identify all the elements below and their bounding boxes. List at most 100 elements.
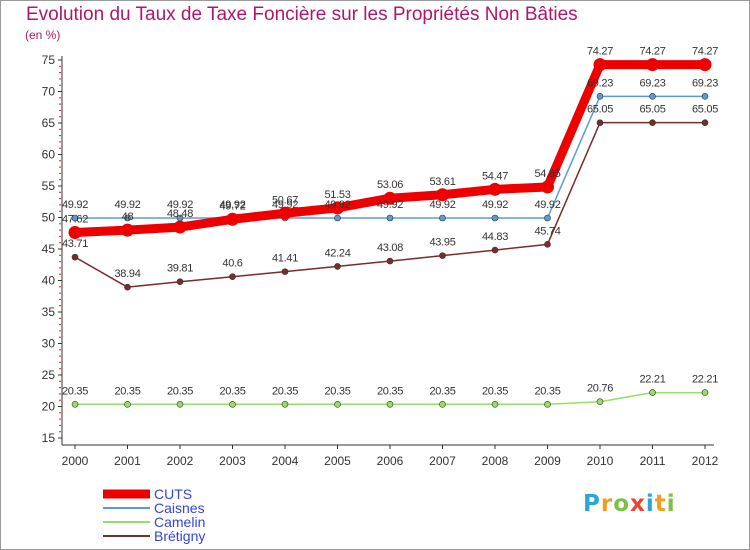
data-point xyxy=(436,188,449,202)
data-label: 65.05 xyxy=(587,104,613,116)
data-label: 49.92 xyxy=(114,199,140,211)
data-point xyxy=(488,182,502,196)
data-point xyxy=(646,58,659,72)
data-label: 74.27 xyxy=(692,46,718,58)
y-tick-label: 60 xyxy=(42,148,56,162)
data-label: 49.92 xyxy=(167,199,193,211)
logo-letter: x xyxy=(630,491,646,517)
data-label: 51.53 xyxy=(324,189,350,201)
x-tick-label: 2003 xyxy=(219,454,246,468)
data-point xyxy=(649,93,656,100)
y-tick-label: 15 xyxy=(42,431,56,445)
data-point xyxy=(281,268,289,275)
data-label: 50.67 xyxy=(272,194,298,206)
data-label: 53.61 xyxy=(429,176,455,188)
data-point xyxy=(698,58,712,72)
data-label: 40.6 xyxy=(222,258,242,270)
data-label: 20.35 xyxy=(62,385,88,397)
data-label: 45.74 xyxy=(534,225,560,237)
data-point xyxy=(71,214,79,222)
data-point xyxy=(229,273,236,281)
data-point xyxy=(229,400,236,408)
data-label: 20.35 xyxy=(482,385,508,397)
data-label: 20.35 xyxy=(377,385,403,397)
data-point xyxy=(544,241,551,248)
logo-letter: P xyxy=(583,491,601,517)
data-point xyxy=(334,214,341,222)
data-label: 49.92 xyxy=(324,199,350,211)
data-point xyxy=(701,389,709,396)
y-tick-label: 35 xyxy=(42,305,56,319)
data-point xyxy=(491,246,499,254)
data-point xyxy=(278,206,292,220)
data-label: 42.24 xyxy=(324,247,350,259)
x-tick-label: 2012 xyxy=(692,454,719,468)
data-point xyxy=(596,119,604,126)
y-tick-label: 65 xyxy=(42,116,56,130)
data-label: 49.92 xyxy=(534,199,560,211)
data-label: 43.95 xyxy=(429,237,455,249)
x-tick-label: 2011 xyxy=(640,454,666,468)
data-label: 49.92 xyxy=(272,199,298,211)
data-label: 65.05 xyxy=(692,104,718,116)
data-point xyxy=(331,201,344,215)
data-point xyxy=(544,400,551,408)
data-label: 49.92 xyxy=(219,199,245,211)
proxiti-logo: Proxiti xyxy=(583,491,676,517)
y-tick-label: 30 xyxy=(42,337,56,351)
data-label: 43.08 xyxy=(377,242,403,254)
chart-title: Evolution du Taux de Taxe Foncière sur l… xyxy=(26,4,578,25)
data-label: 43.71 xyxy=(62,238,88,250)
logo-letter: t xyxy=(654,491,667,517)
data-point xyxy=(71,400,79,408)
data-point xyxy=(649,389,656,396)
data-point xyxy=(124,214,131,222)
data-label: 54.85 xyxy=(534,168,560,180)
y-tick-label: 40 xyxy=(42,274,56,288)
data-label: 47.62 xyxy=(62,213,88,225)
logo-letter: i xyxy=(645,491,655,517)
data-label: 49.92 xyxy=(62,199,88,211)
data-point xyxy=(121,223,134,237)
y-tick-label: 70 xyxy=(42,85,56,99)
data-label: 48 xyxy=(122,211,134,223)
data-label: 49.72 xyxy=(219,200,245,212)
data-point xyxy=(593,58,607,72)
data-point xyxy=(596,398,604,406)
y-tick-label: 50 xyxy=(42,211,56,225)
data-point xyxy=(386,400,394,408)
data-point xyxy=(383,191,397,205)
legend-label: CUTS xyxy=(154,486,192,502)
data-point xyxy=(439,400,446,408)
legend-label: Caisnes xyxy=(154,500,205,516)
legend-label: Camelin xyxy=(154,514,205,530)
y-tick-label: 25 xyxy=(42,368,56,382)
data-label: 49.92 xyxy=(377,199,403,211)
x-tick-label: 2007 xyxy=(429,454,456,468)
data-point xyxy=(334,400,341,408)
data-point xyxy=(176,400,184,408)
data-label: 20.35 xyxy=(429,385,455,397)
logo-letter: r xyxy=(600,491,614,517)
data-label: 22.21 xyxy=(692,374,718,386)
x-tick-label: 2010 xyxy=(587,454,614,468)
data-label: 20.35 xyxy=(324,385,350,397)
data-point xyxy=(68,225,82,239)
data-label: 54.47 xyxy=(482,170,508,182)
data-label: 49.92 xyxy=(429,199,455,211)
data-point xyxy=(176,278,184,285)
logo-letter: i xyxy=(666,491,676,517)
data-label: 20.35 xyxy=(114,385,140,397)
data-point xyxy=(439,214,446,222)
data-point xyxy=(334,263,341,270)
data-point xyxy=(544,214,551,222)
data-point xyxy=(491,400,499,408)
data-label: 20.35 xyxy=(167,385,193,397)
data-point xyxy=(124,400,131,408)
data-label: 20.35 xyxy=(272,385,298,397)
data-point xyxy=(281,400,289,408)
x-tick-label: 2008 xyxy=(482,454,509,468)
data-point xyxy=(173,220,187,234)
